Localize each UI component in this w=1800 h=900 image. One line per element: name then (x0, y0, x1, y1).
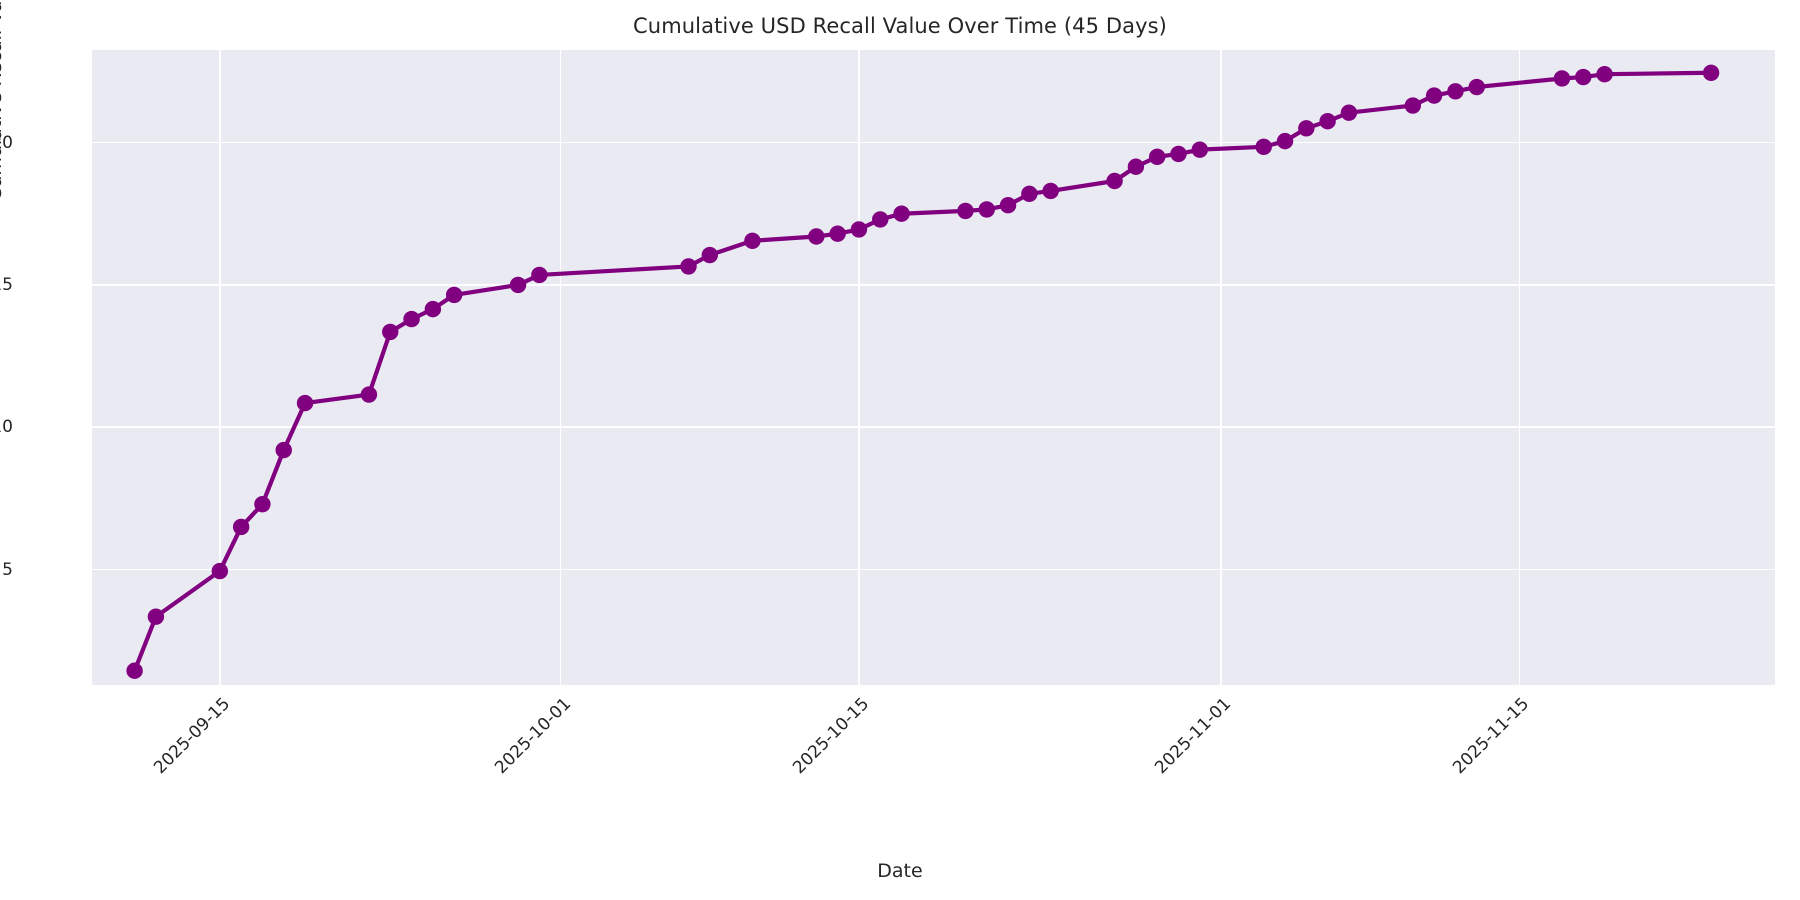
data-point-marker (1298, 120, 1315, 137)
data-point-marker (1021, 185, 1038, 202)
data-point-marker (1447, 83, 1464, 100)
data-point-marker (360, 386, 378, 403)
data-point-marker (424, 300, 442, 318)
data-point-marker (808, 228, 825, 245)
data-point-marker (232, 518, 250, 536)
data-point-marker (1106, 172, 1123, 190)
data-point-marker (872, 211, 889, 228)
data-point-marker (1170, 145, 1187, 163)
data-point-marker (126, 662, 143, 679)
plot-clip (92, 50, 1775, 685)
data-point-marker (1042, 182, 1059, 200)
data-point-marker (445, 286, 463, 304)
x-tick-label: 2025-11-15 (1449, 694, 1534, 779)
data-point-marker (1340, 104, 1358, 121)
gridline-horizontal (92, 284, 1775, 286)
data-point-marker (1404, 97, 1422, 114)
data-point-marker (509, 276, 527, 294)
data-point-marker (531, 266, 548, 284)
gridline-horizontal (92, 426, 1775, 429)
data-point-marker (1596, 66, 1613, 83)
data-point-marker (147, 608, 165, 625)
x-axis-label: Date (877, 860, 923, 882)
x-tick-label: 2025-10-15 (789, 694, 874, 779)
data-point-marker (850, 221, 868, 238)
data-point-marker (957, 202, 974, 220)
data-point-marker (1425, 87, 1443, 104)
y-tick-label: 5 (2, 559, 13, 580)
data-point-marker (1276, 132, 1294, 150)
y-tick-label: 15 (0, 274, 13, 295)
data-point-marker (1148, 148, 1166, 165)
y-tick-label: 20 (0, 132, 13, 153)
data-point-marker (1191, 141, 1209, 158)
data-point-marker (999, 196, 1017, 214)
data-point-marker (1255, 138, 1272, 156)
data-point-marker (211, 562, 229, 580)
gridline-vertical (1518, 50, 1521, 685)
gridline-horizontal (92, 568, 1775, 571)
data-point-marker (1702, 64, 1720, 81)
data-point-marker (254, 495, 271, 513)
data-point-marker (829, 225, 846, 242)
data-point-marker (744, 232, 761, 249)
data-point-marker (382, 323, 399, 341)
gridline-vertical (219, 50, 221, 685)
gridline-horizontal (92, 141, 1775, 144)
data-point-marker (1575, 68, 1592, 86)
data-point-marker (403, 310, 420, 328)
gridline-vertical (858, 50, 860, 685)
chart-title: Cumulative USD Recall Value Over Time (4… (633, 14, 1167, 38)
y-tick-label: 10 (0, 417, 13, 438)
data-point-marker (1468, 78, 1485, 96)
series-line (132, 70, 1714, 673)
data-point-marker (701, 246, 719, 264)
data-point-marker (275, 441, 292, 459)
gridline-vertical (1220, 50, 1222, 685)
gridline-vertical (559, 50, 562, 685)
data-point-marker (680, 258, 697, 275)
plot-area (92, 50, 1775, 685)
data-point-marker (1553, 70, 1571, 87)
x-tick-label: 2025-10-01 (490, 694, 575, 779)
y-axis-label: Cumulative Recall Value (USD Millions) (0, 0, 6, 201)
x-tick-label: 2025-09-15 (149, 694, 234, 779)
data-point-marker (1319, 112, 1336, 130)
data-point-marker (978, 201, 995, 218)
data-point-marker (296, 394, 314, 412)
data-point-marker (1127, 158, 1145, 175)
data-point-marker (893, 205, 910, 222)
line-series (126, 64, 1720, 679)
x-tick-label: 2025-11-01 (1151, 694, 1236, 779)
